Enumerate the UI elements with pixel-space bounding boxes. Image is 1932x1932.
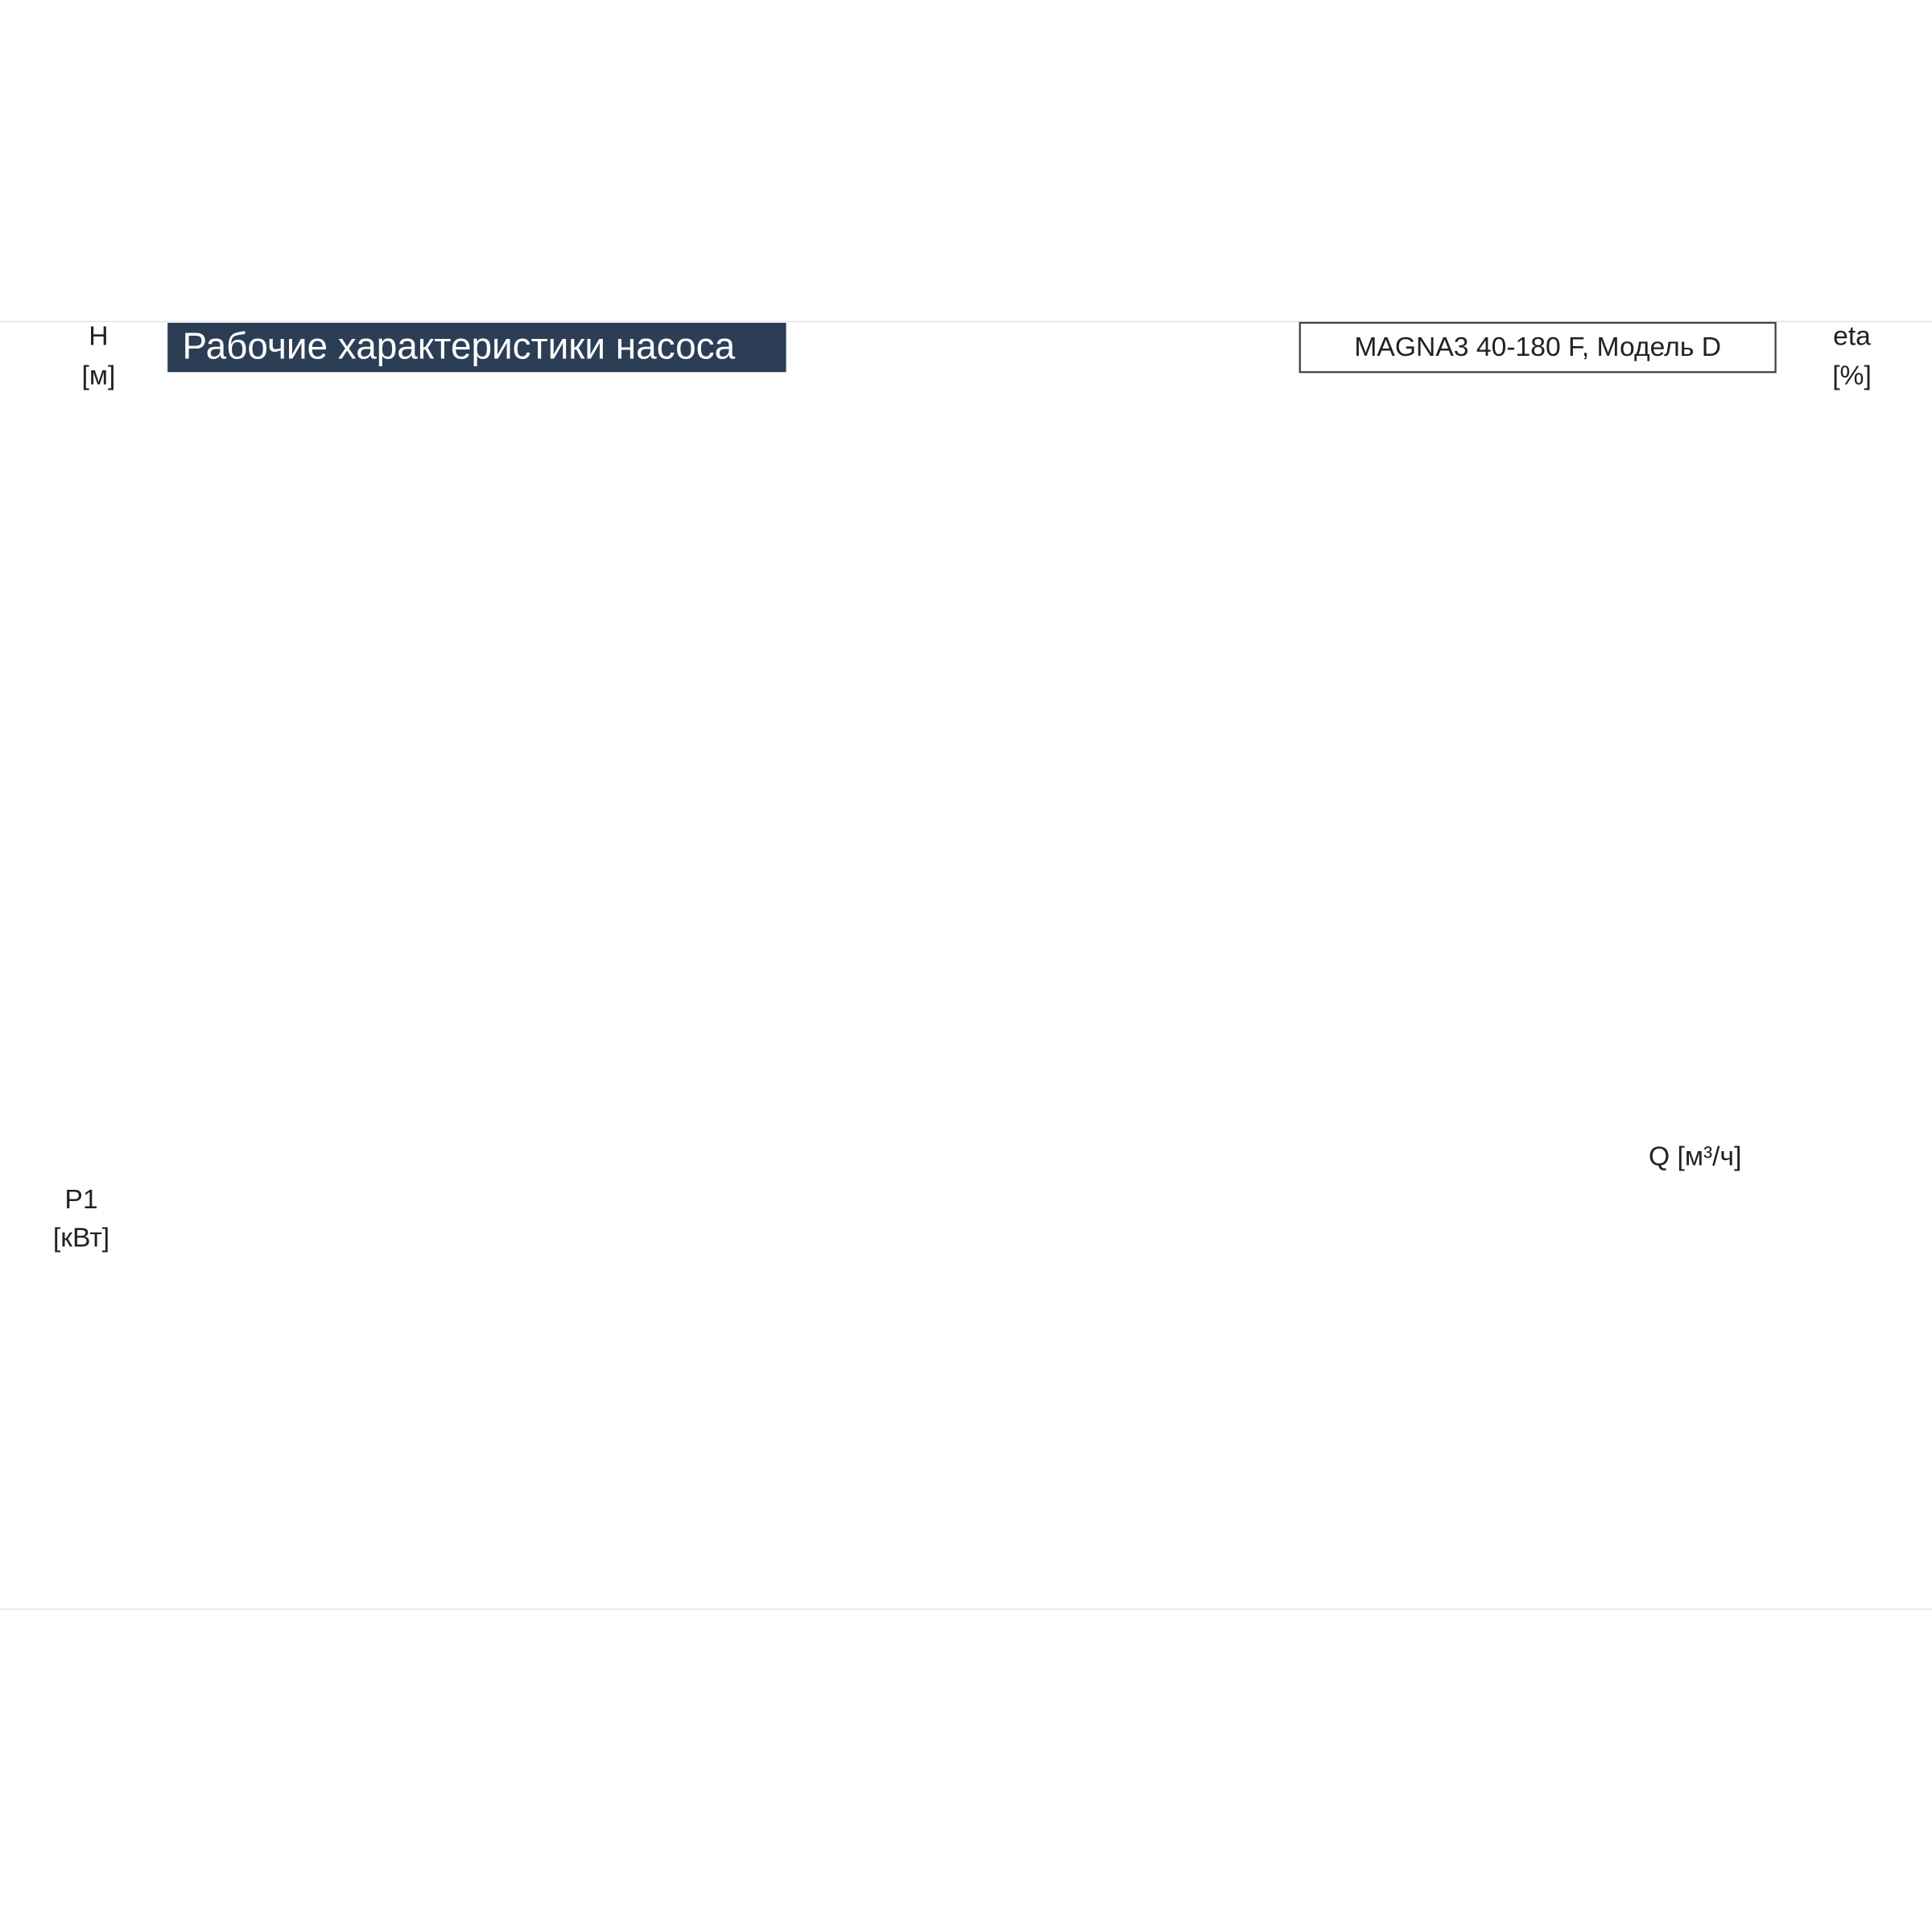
model-box bbox=[1298, 321, 1777, 374]
chart-title: Рабочие характеристики насоса bbox=[183, 324, 736, 366]
y-axis-unit: [кВт] bbox=[53, 1224, 109, 1253]
model-label: MAGNA3 40-180 F, Модель D bbox=[1354, 332, 1721, 362]
title-box bbox=[167, 323, 786, 373]
y2-axis-unit: [%] bbox=[1832, 361, 1872, 390]
y-axis-unit: [м] bbox=[82, 361, 116, 390]
x-axis-label: Q [м³/ч] bbox=[1649, 1142, 1741, 1172]
y2-axis-label: eta bbox=[1833, 321, 1871, 351]
y-axis-label: H bbox=[89, 321, 108, 351]
text-layer: Рабочие характеристики насоса MAGNA3 40-… bbox=[53, 321, 1872, 1253]
y-axis-label: P1 bbox=[64, 1185, 97, 1215]
